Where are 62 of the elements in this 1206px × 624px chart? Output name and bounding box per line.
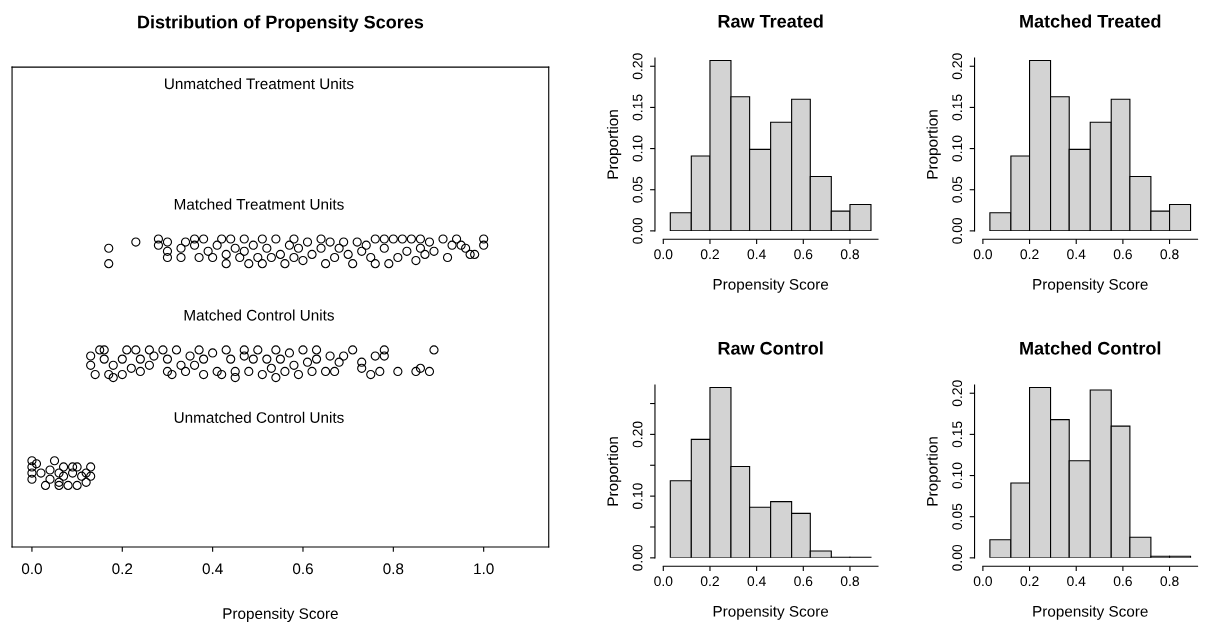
x-tick-label: 0.4 [747,249,766,260]
x-tick-label: 0.0 [973,249,992,260]
series-label: Matched Treatment Units [174,198,344,210]
x-tick-label: 0.6 [794,576,813,587]
x-tick-label: 0.0 [973,576,992,587]
x-axis-title: Propensity Score [1033,605,1148,620]
chart-title: Matched Treated [1020,14,1161,28]
x-axis-title: Propensity Score [713,605,829,620]
x-tick-label: 0.2 [1020,576,1039,587]
x-axis-title: Propensity Score [223,607,338,623]
x-tick-label: 0.4 [1067,249,1086,260]
x-tick-label: 0.2 [700,576,719,587]
x-tick-label: 0.0 [654,249,673,260]
annotation: Unmatched Control Units [174,411,344,423]
y-axis-title: Proportion [606,110,622,179]
y-axis-title: Proportion [926,437,941,506]
y-tick-label: 0.00 [632,217,643,244]
y-tick-label: 0.10 [632,135,643,162]
y-tick-label: 0.00 [952,544,963,571]
x-tick-label: 0.2 [700,249,719,260]
y-tick-label: 0.20 [632,53,643,80]
text: Unmatched Treatment Units [165,78,354,90]
y-tick-label: 0.05 [632,176,643,203]
x-tick-label: 0.8 [840,249,860,260]
x-axis-title: Propensity Score [713,278,829,293]
x-tick-label: 0.4 [202,563,223,575]
chart-title: Raw Treated [718,14,823,28]
y-tick-label: 0.10 [632,483,643,510]
chart-title: Distribution of Propensity Scores [138,15,424,32]
x-tick-label: 0.6 [794,249,813,260]
y-tick-label: 0.15 [952,94,963,121]
x-tick-label: 0.0 [21,563,42,575]
x-tick-label: 0.6 [292,563,313,575]
y-tick-label: 0.05 [952,503,963,530]
y-tick-label: 0.00 [632,544,643,571]
x-axis-title: Propensity Score [1033,278,1148,293]
y-tick-label: 0.10 [952,462,963,489]
series-label: Matched Control Units [184,309,334,321]
y-tick-label: 0.15 [632,94,643,121]
y-tick-label: 0.20 [952,53,963,80]
x-tick-label: 0.2 [1020,249,1039,260]
chart-title: Matched Control [1020,341,1161,355]
x-tick-label: 0.6 [1113,249,1132,260]
y-tick-label: 0.15 [952,421,963,448]
y-tick-label: 0.20 [632,421,643,448]
x-tick-label: 0.0 [654,576,673,587]
x-tick-label: 0.8 [1160,249,1179,260]
x-tick-label: 0.2 [112,563,133,575]
y-tick-label: 0.10 [952,135,963,162]
x-tick-label: 0.8 [1160,576,1179,587]
y-axis-title: Proportion [606,437,622,506]
y-tick-label: 0.00 [952,217,963,244]
x-tick-label: 0.8 [840,576,860,587]
y-tick-label: 0.05 [952,176,963,203]
x-tick-label: 1.0 [474,563,494,575]
x-tick-label: 0.8 [383,563,404,575]
y-tick-label: 0.20 [952,380,963,407]
x-tick-label: 0.4 [1067,576,1086,587]
x-tick-label: 0.4 [747,576,766,587]
chart-title: Raw Control [718,341,823,355]
x-tick-label: 0.6 [1113,576,1132,587]
y-axis-title: Proportion [926,110,941,179]
